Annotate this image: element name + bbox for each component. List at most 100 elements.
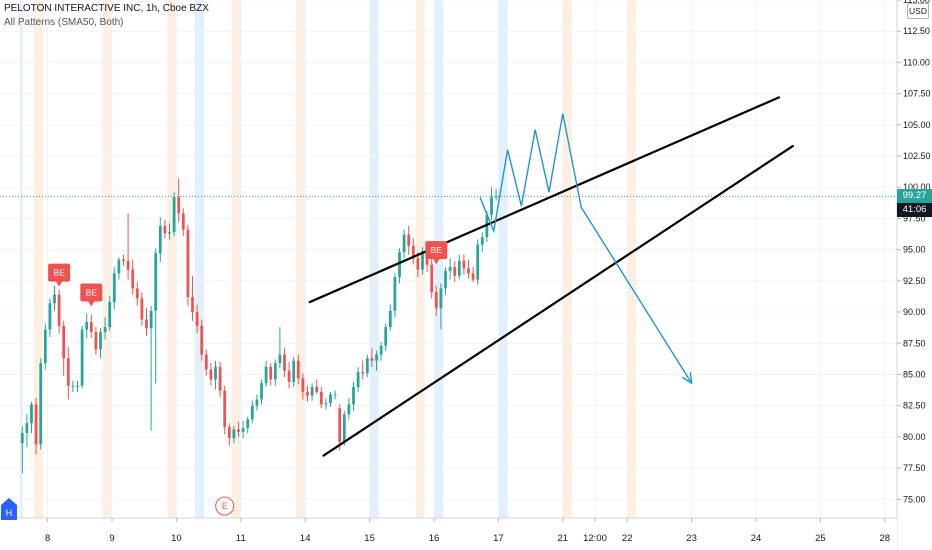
candle [384, 323, 388, 351]
session-band-orange [33, 0, 43, 518]
candle [237, 421, 240, 437]
candle [448, 258, 452, 280]
candle [471, 267, 475, 283]
candle-body [140, 298, 144, 320]
candle-body [448, 267, 452, 271]
candle-body [476, 244, 480, 280]
candle [416, 252, 420, 278]
candle [398, 248, 401, 284]
pattern-marker-be[interactable]: BE [48, 263, 71, 287]
candle-body [490, 197, 493, 215]
candle [85, 313, 89, 339]
symbol-title[interactable]: PELOTON INTERACTIVE INC, 1h, Cboe BZX [4, 3, 209, 14]
candle-body [269, 366, 273, 380]
price-axis[interactable] [897, 0, 932, 550]
trendline[interactable] [322, 144, 794, 457]
h-marker[interactable]: H [1, 498, 17, 520]
price-tick-label: 82.50 [903, 401, 926, 411]
candle [163, 219, 167, 239]
session-band-orange [102, 0, 112, 518]
pattern-marker-be[interactable]: BE [425, 241, 448, 265]
candle-body [273, 363, 277, 380]
candle-body [232, 429, 236, 439]
candle-body [149, 310, 153, 329]
candle-body [214, 366, 217, 380]
candle-body [411, 245, 415, 259]
trendline[interactable] [308, 96, 781, 304]
projection-arrowhead [681, 372, 693, 385]
candle-body [319, 391, 323, 405]
price-tick-label: 87.50 [903, 338, 926, 348]
candle [347, 398, 351, 420]
candle [53, 285, 56, 311]
candle-body [241, 428, 245, 432]
candle-body [283, 354, 286, 371]
earnings-marker[interactable]: E [215, 496, 235, 516]
price-tick-label: 80.00 [903, 432, 926, 442]
candle [255, 394, 259, 411]
candle-body [388, 310, 392, 328]
candle [154, 248, 158, 384]
candle-body [158, 225, 162, 254]
session-band-blue [20, 0, 23, 518]
price-tick-label: 100.00 [903, 182, 931, 192]
candle-body [462, 260, 466, 269]
candle-body [296, 360, 300, 379]
session-band-orange [415, 0, 425, 518]
candle-body [457, 260, 461, 276]
candle [462, 254, 466, 275]
candle-body [347, 404, 351, 415]
pattern-marker-be[interactable]: BE [80, 283, 103, 307]
h-marker-label: H [6, 508, 13, 518]
session-band-blue [498, 0, 508, 518]
price-tick-label: 105.00 [903, 120, 931, 130]
candle-body [444, 270, 447, 289]
time-tick-label: 9 [109, 533, 114, 544]
candle [393, 273, 397, 318]
candle [292, 356, 296, 387]
candle [315, 379, 319, 395]
candle [352, 381, 355, 411]
session-band-blue [369, 0, 379, 518]
grid-lines [0, 0, 897, 518]
candle [135, 282, 139, 306]
candle-body [43, 329, 47, 364]
candle [204, 349, 208, 376]
price-tick-label: 102.50 [903, 151, 931, 161]
candle-body [453, 267, 457, 276]
candle [108, 295, 112, 331]
candle-body [278, 354, 282, 364]
candle [333, 390, 337, 400]
price-tick-label: 90.00 [903, 307, 926, 317]
price-tick-label: 110.00 [903, 57, 930, 67]
candle-body [163, 225, 167, 234]
candle-body [356, 371, 360, 387]
candle-body [310, 386, 314, 396]
time-tick-label: 22 [622, 533, 633, 544]
time-tick-label: 23 [686, 533, 697, 544]
candle [145, 308, 148, 336]
indicator-title[interactable]: All Patterns (SMA50, Both) [4, 17, 124, 28]
candle [283, 348, 286, 377]
candle [209, 363, 213, 386]
candle-body [342, 414, 346, 442]
candle [287, 361, 291, 389]
time-tick-label: 28 [880, 533, 891, 544]
candle [296, 354, 300, 385]
time-axis[interactable] [0, 518, 897, 550]
candle [140, 292, 144, 326]
currency-badge[interactable]: USD [907, 3, 929, 19]
candle [457, 254, 461, 280]
last-price-badge: 99.27 [897, 189, 932, 204]
candle-body [315, 386, 319, 392]
candle-body [223, 390, 227, 427]
candle [117, 257, 121, 280]
candle [200, 319, 204, 361]
candle [430, 258, 434, 299]
candle-body [361, 371, 365, 374]
candle [39, 358, 43, 450]
candle-body [99, 332, 102, 350]
candle-body [306, 391, 309, 396]
candle [218, 361, 222, 397]
